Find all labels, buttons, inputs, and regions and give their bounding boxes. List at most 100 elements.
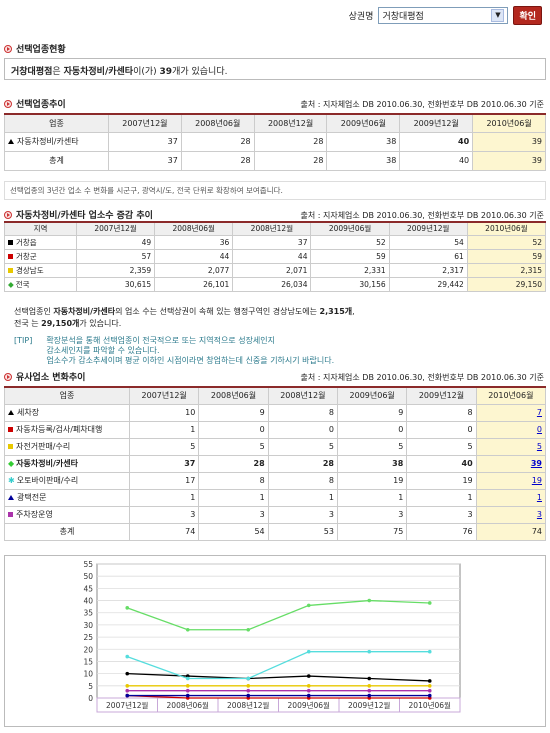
cell: 74 bbox=[128, 522, 200, 541]
diamond-marker-icon: ◆ bbox=[8, 459, 15, 468]
col-header: 2009년12월 bbox=[399, 113, 474, 133]
plot-area bbox=[96, 563, 461, 699]
tip-box: [TIP] 확장분석을 통해 선택업종이 전국적으로 또는 지역적으로 성장세인… bbox=[14, 336, 540, 366]
series-point-6 bbox=[367, 688, 372, 693]
cell: 44 bbox=[154, 248, 234, 264]
cell: 38 bbox=[326, 150, 401, 171]
chevron-down-icon[interactable]: ▼ bbox=[491, 9, 505, 22]
cell: 9 bbox=[198, 403, 269, 422]
series-point-6 bbox=[246, 688, 251, 693]
cell: 5 bbox=[267, 437, 338, 456]
top-bar: 상권명 거창대평점 ▼ 확인 bbox=[349, 6, 542, 25]
y-tick-label: 50 bbox=[83, 572, 93, 581]
cell: 1 bbox=[128, 488, 200, 507]
row-name: 자동차정비/카센타 bbox=[16, 459, 78, 468]
confirm-button[interactable]: 확인 bbox=[513, 6, 542, 25]
series-point-5 bbox=[306, 693, 311, 698]
tip-line: 감소세인지를 파악할 수 있습니다. bbox=[46, 346, 160, 355]
cell: 10 bbox=[128, 403, 200, 422]
cell: 5 bbox=[406, 437, 477, 456]
cell: 59 bbox=[310, 248, 390, 264]
table-row-total: 총계 37 28 28 38 40 39 bbox=[4, 150, 546, 171]
cell: 3 bbox=[406, 505, 477, 524]
table-row: ✱ 오토바이판매/수리 17 8 8 19 19 19 bbox=[4, 471, 547, 490]
y-tick-label: 5 bbox=[88, 682, 93, 691]
cell: 28 bbox=[253, 131, 328, 152]
cell: 1 bbox=[336, 488, 408, 507]
cell: 53 bbox=[267, 522, 338, 541]
cell: 38 bbox=[326, 131, 401, 152]
triangle-marker-icon bbox=[8, 139, 14, 144]
cell: 19 bbox=[406, 471, 477, 490]
series-point-4 bbox=[246, 676, 251, 681]
cell: 28 bbox=[253, 150, 328, 171]
count-link[interactable]: 1 bbox=[536, 493, 542, 502]
x-tick-label: 2008년06월 bbox=[167, 700, 210, 710]
series-point-4 bbox=[185, 676, 190, 681]
summary-text: 의 업소 수는 선택상권이 속해 있는 행정구역인 경상남도에는 bbox=[115, 307, 320, 316]
table-row: 주차장운영 3 3 3 3 3 3 bbox=[4, 505, 547, 524]
cell: 74 bbox=[475, 522, 547, 541]
table-row: ◆ 자동차정비/카센타 37 28 28 38 40 39 bbox=[4, 454, 547, 473]
cell: 30,156 bbox=[310, 276, 390, 292]
series-point-4 bbox=[306, 649, 311, 654]
current-info-box: 거창대평점은 자동차정비/카센타이(가) 39개가 있습니다. bbox=[4, 58, 546, 80]
row-name: 거창군 bbox=[16, 251, 37, 261]
cell: 37 bbox=[232, 234, 312, 250]
cell: 28 bbox=[180, 150, 255, 171]
series-point-3 bbox=[125, 606, 130, 610]
row-name: 자동차등록/검사/폐차대행 bbox=[16, 425, 103, 434]
series-line-1 bbox=[127, 694, 430, 699]
square-marker-icon bbox=[8, 254, 13, 259]
col-header: 지역 bbox=[4, 221, 77, 236]
cell: 37 bbox=[128, 454, 200, 473]
store-select[interactable]: 거창대평점 ▼ bbox=[378, 7, 509, 24]
table-row-total: 총계 74 54 53 75 76 74 bbox=[4, 522, 547, 541]
count-link[interactable]: 3 bbox=[536, 510, 542, 519]
cell: 39 bbox=[472, 131, 546, 152]
cell: 1 bbox=[267, 488, 338, 507]
region-table: 지역 2007년12월 2008년06월 2008년12월 2009년06월 2… bbox=[4, 221, 547, 292]
table-row: 거창군 57 44 44 59 61 59 bbox=[4, 248, 547, 264]
y-tick-label: 45 bbox=[83, 584, 93, 593]
x-tick-label: 2009년06월 bbox=[288, 700, 331, 710]
count-link[interactable]: 0 bbox=[536, 425, 542, 434]
col-header: 2008년12월 bbox=[267, 386, 338, 405]
cell: 30,615 bbox=[75, 276, 156, 292]
count-link[interactable]: 39 bbox=[530, 459, 542, 468]
cell: 2,331 bbox=[310, 262, 390, 278]
summary-text: 선택업종인 bbox=[14, 307, 54, 316]
info-text: 개가 있습니다. bbox=[172, 67, 228, 77]
row-name: 광택전문 bbox=[17, 493, 47, 502]
summary-text: , bbox=[352, 307, 355, 316]
cell: 8 bbox=[267, 471, 338, 490]
summary-bold: 자동차정비/카센타 bbox=[53, 307, 116, 316]
series-point-5 bbox=[185, 693, 190, 698]
info-text: 은 bbox=[52, 67, 64, 77]
source-text: 출처 : 지자체업소 DB 2010.06.30, 전화번호부 DB 2010.… bbox=[300, 373, 544, 382]
section-trend-heading: 선택업종추이 bbox=[4, 97, 66, 110]
col-header: 2007년12월 bbox=[75, 221, 156, 236]
count-link[interactable]: 5 bbox=[536, 442, 542, 451]
diamond-marker-icon: ◆ bbox=[8, 279, 14, 289]
col-header: 2010년06월 bbox=[472, 113, 546, 133]
series-point-2 bbox=[367, 684, 372, 688]
series-point-5 bbox=[125, 693, 130, 698]
summary-bold: 2,315개 bbox=[319, 307, 353, 316]
section-region-heading: 자동차정비/카센타 업소수 증감 추이 bbox=[4, 208, 153, 221]
summary-text: 가 있습니다. bbox=[79, 319, 122, 328]
section-current-heading: 선택업종현황 bbox=[4, 42, 66, 55]
count-link[interactable]: 7 bbox=[536, 408, 542, 417]
cell: 19 bbox=[475, 471, 547, 490]
triangle-marker-icon bbox=[8, 495, 14, 500]
square-marker-icon bbox=[8, 427, 13, 432]
row-name: 세차장 bbox=[17, 408, 40, 417]
cell: 2,315 bbox=[466, 262, 547, 278]
count-link[interactable]: 19 bbox=[531, 476, 542, 485]
series-point-4 bbox=[367, 649, 372, 654]
cell: 61 bbox=[388, 248, 468, 264]
row-name: 총계 bbox=[4, 150, 109, 171]
cell: 44 bbox=[232, 248, 312, 264]
row-name: 총계 bbox=[59, 527, 75, 536]
cell: 1 bbox=[475, 488, 547, 507]
